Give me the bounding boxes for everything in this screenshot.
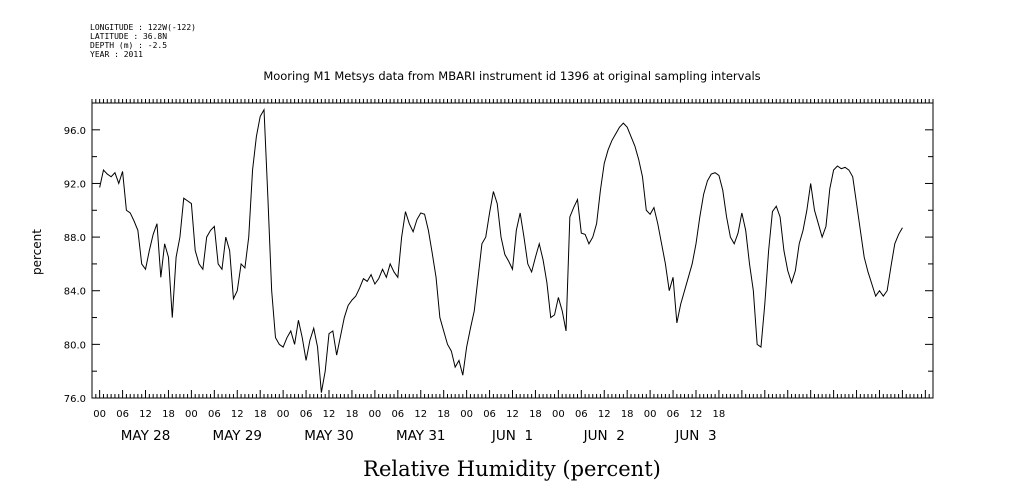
x-day-label: JUN 3 bbox=[674, 428, 716, 444]
x-tick-label: 18 bbox=[713, 409, 726, 420]
y-tick-label: 80.0 bbox=[64, 340, 86, 351]
x-tick-label: 12 bbox=[414, 409, 427, 420]
x-tick-label: 06 bbox=[208, 409, 221, 420]
meta-latitude: LATITUDE : 36.8N bbox=[90, 32, 167, 41]
x-tick-label: 06 bbox=[575, 409, 588, 420]
x-day-label: MAY 30 bbox=[304, 428, 354, 444]
x-tick-label: 12 bbox=[139, 409, 152, 420]
x-tick-label: 06 bbox=[300, 409, 313, 420]
y-tick-label: 88.0 bbox=[64, 233, 86, 244]
x-tick-label: 12 bbox=[506, 409, 519, 420]
meta-depth: DEPTH (m) : -2.5 bbox=[90, 41, 167, 50]
x-tick-label: 18 bbox=[437, 409, 450, 420]
x-tick-label: 18 bbox=[254, 409, 267, 420]
x-tick-label: 00 bbox=[185, 409, 198, 420]
x-day-label: MAY 31 bbox=[396, 428, 446, 444]
x-day-label: MAY 28 bbox=[121, 428, 171, 444]
series-layer bbox=[99, 107, 903, 393]
y-axis-label: percent bbox=[30, 229, 44, 275]
x-tick-label: 06 bbox=[667, 409, 680, 420]
y-tick-label: 96.0 bbox=[64, 126, 86, 137]
chart-title: Mooring M1 Metsys data from MBARI instru… bbox=[263, 69, 760, 83]
x-tick-label: 18 bbox=[621, 409, 634, 420]
y-tick-label: 84.0 bbox=[64, 287, 86, 298]
y-axis: 76.0 80.0 84.0 88.0 92.0 96.0 bbox=[64, 102, 933, 405]
x-tick-label: 12 bbox=[323, 409, 336, 420]
x-tick-label: 00 bbox=[369, 409, 382, 420]
series-line bbox=[99, 107, 903, 393]
y-tick-label: 76.0 bbox=[64, 394, 86, 405]
x-tick-label: 12 bbox=[598, 409, 611, 420]
meta-year: YEAR : 2011 bbox=[90, 50, 143, 59]
footer-title: Relative Humidity (percent) bbox=[363, 457, 661, 481]
x-tick-label: 18 bbox=[529, 409, 542, 420]
x-tick-label: 00 bbox=[644, 409, 657, 420]
x-tick-label: 00 bbox=[552, 409, 565, 420]
x-tick-label: 06 bbox=[116, 409, 129, 420]
meta-longitude: LONGITUDE : 122W(-122) bbox=[90, 23, 196, 32]
x-tick-label: 00 bbox=[93, 409, 106, 420]
x-tick-label: 00 bbox=[277, 409, 290, 420]
x-tick-label: 06 bbox=[391, 409, 404, 420]
x-tick-label: 12 bbox=[690, 409, 703, 420]
x-tick-label: 06 bbox=[483, 409, 496, 420]
x-day-label: JUN 2 bbox=[583, 428, 625, 444]
x-axis: 00 06 12 18 00 06 12 18 00 06 12 18 00 06 12 18 00 06 12 18… bbox=[91, 99, 934, 444]
plot-frame bbox=[91, 102, 934, 399]
x-tick-label: 18 bbox=[346, 409, 359, 420]
x-tick-label: 18 bbox=[162, 409, 175, 420]
x-day-label: JUN 1 bbox=[491, 428, 533, 444]
x-tick-label: 00 bbox=[460, 409, 473, 420]
x-tick-label: 12 bbox=[231, 409, 244, 420]
y-tick-label: 92.0 bbox=[64, 179, 86, 190]
x-day-label: MAY 29 bbox=[212, 428, 262, 444]
